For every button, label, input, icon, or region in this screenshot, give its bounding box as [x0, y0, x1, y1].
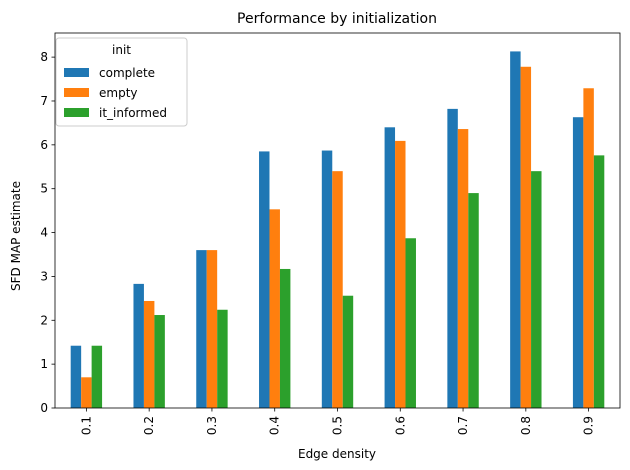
x-tick-label: 0.3 — [205, 416, 219, 435]
bar-it_informed-0.3 — [217, 309, 228, 408]
bar-empty-0.8 — [520, 66, 532, 409]
legend-swatch-it_informed — [64, 108, 89, 117]
y-tick-label: 7 — [40, 94, 48, 108]
bar-empty-0.5 — [332, 171, 343, 408]
bar-complete-0.9 — [572, 117, 584, 409]
bar-it_informed-0.4 — [279, 268, 291, 408]
bar-empty-0.7 — [457, 129, 469, 409]
y-tick-label: 6 — [40, 138, 48, 152]
bar-it_informed-0.2 — [154, 315, 165, 408]
x-tick-label: 0.1 — [79, 416, 93, 435]
bar-it_informed-0.7 — [468, 193, 479, 408]
y-tick-label: 3 — [40, 269, 48, 283]
bar-complete-0.4 — [259, 151, 270, 409]
bar-empty-0.2 — [143, 300, 155, 408]
x-tick-label: 0.7 — [456, 416, 470, 435]
bar-it_informed-0.9 — [593, 155, 605, 408]
chart-title: Performance by initialization — [237, 11, 437, 27]
bar-it_informed-0.5 — [342, 295, 354, 408]
bar-it_informed-0.8 — [531, 171, 542, 408]
y-tick-label: 1 — [40, 357, 48, 371]
legend-swatch-empty — [64, 88, 89, 97]
x-axis-label: Edge density — [298, 447, 376, 461]
legend-box — [55, 37, 188, 127]
x-tick-label: 0.9 — [582, 416, 596, 435]
x-tick-label: 0.5 — [331, 416, 345, 435]
legend-title: init — [112, 43, 131, 57]
plot-area: 0 1 2 3 4 5 6 7 8 0.1 0.2 0.3 0.4 0.5 0.6 0.7 0.8 0.9 — [40, 32, 621, 435]
y-tick-label: 8 — [40, 50, 48, 64]
bar-it_informed-0.6 — [405, 238, 416, 408]
y-tick-label: 2 — [40, 313, 48, 327]
legend-swatch-complete — [64, 68, 89, 77]
legend-label-empty: empty — [99, 86, 138, 100]
y-tick-label: 5 — [40, 182, 48, 196]
legend: init complete empty it_informed — [55, 37, 188, 127]
legend-label-it_informed: it_informed — [99, 106, 167, 120]
bar-empty-0.4 — [269, 209, 280, 408]
x-tick-label: 0.8 — [519, 416, 533, 435]
bar-empty-0.6 — [395, 140, 406, 408]
bar-empty-0.9 — [583, 88, 594, 408]
legend-label-complete: complete — [99, 66, 155, 80]
x-tick-label: 0.6 — [393, 416, 407, 435]
y-tick-label: 4 — [40, 226, 48, 240]
x-tick-label: 0.2 — [142, 416, 156, 435]
y-axis-label: SFD MAP estimate — [9, 181, 23, 291]
bar-complete-0.5 — [321, 150, 333, 409]
bar-empty-0.1 — [81, 377, 92, 408]
bar-complete-0.3 — [196, 250, 207, 408]
y-tick-label: 0 — [40, 401, 48, 415]
bar-complete-0.6 — [384, 127, 396, 409]
bar-it_informed-0.1 — [91, 345, 103, 408]
x-tick-label: 0.4 — [268, 416, 282, 435]
bar-complete-0.1 — [70, 345, 82, 408]
bar-complete-0.8 — [510, 51, 521, 409]
bar-complete-0.7 — [447, 108, 458, 408]
bar-empty-0.3 — [206, 250, 218, 408]
bar-complete-0.2 — [133, 283, 144, 408]
